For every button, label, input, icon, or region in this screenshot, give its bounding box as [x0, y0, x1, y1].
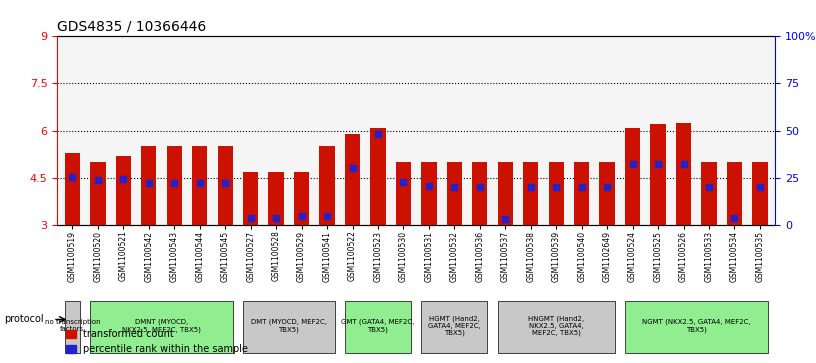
Text: NGMT (NKX2.5, GATA4, MEF2C,
TBX5): NGMT (NKX2.5, GATA4, MEF2C, TBX5)	[642, 319, 751, 333]
Bar	[192, 146, 207, 225]
Bar	[218, 146, 233, 225]
FancyBboxPatch shape	[421, 301, 487, 353]
Bar	[319, 146, 335, 225]
Bar	[345, 134, 360, 225]
Bar	[727, 162, 742, 225]
FancyBboxPatch shape	[625, 301, 768, 353]
Bar	[64, 153, 80, 225]
Bar	[625, 127, 641, 225]
Bar	[523, 162, 539, 225]
Text: GDS4835 / 10366446: GDS4835 / 10366446	[57, 20, 206, 34]
Bar	[91, 162, 105, 225]
Bar	[268, 172, 284, 225]
Bar	[498, 162, 513, 225]
Bar	[396, 162, 411, 225]
Bar	[676, 123, 691, 225]
Bar	[548, 162, 564, 225]
Bar	[421, 162, 437, 225]
Bar	[650, 125, 666, 225]
Text: DMT (MYOCD, MEF2C,
TBX5): DMT (MYOCD, MEF2C, TBX5)	[251, 319, 327, 333]
Text: protocol: protocol	[4, 314, 44, 325]
Bar	[752, 162, 768, 225]
FancyBboxPatch shape	[243, 301, 335, 353]
Bar	[702, 162, 716, 225]
Text: HGMT (Hand2,
GATA4, MEF2C,
TBX5): HGMT (Hand2, GATA4, MEF2C, TBX5)	[428, 315, 481, 336]
Bar	[116, 156, 131, 225]
Bar	[166, 146, 182, 225]
FancyBboxPatch shape	[498, 301, 614, 353]
Bar	[141, 146, 157, 225]
Bar	[472, 162, 487, 225]
Bar	[243, 172, 259, 225]
Bar	[446, 162, 462, 225]
FancyBboxPatch shape	[345, 301, 411, 353]
Bar	[574, 162, 589, 225]
Bar	[370, 127, 386, 225]
Legend: transformed count, percentile rank within the sample: transformed count, percentile rank withi…	[62, 326, 252, 358]
Text: DMNT (MYOCD,
NKX2.5, MEF2C, TBX5): DMNT (MYOCD, NKX2.5, MEF2C, TBX5)	[122, 319, 201, 333]
Text: HNGMT (Hand2,
NKX2.5, GATA4,
MEF2C, TBX5): HNGMT (Hand2, NKX2.5, GATA4, MEF2C, TBX5…	[528, 315, 584, 336]
Bar	[600, 162, 614, 225]
FancyBboxPatch shape	[91, 301, 233, 353]
Text: no transcription
factors: no transcription factors	[45, 319, 100, 332]
FancyBboxPatch shape	[64, 301, 80, 353]
Bar	[294, 172, 309, 225]
Text: GMT (GATA4, MEF2C,
TBX5): GMT (GATA4, MEF2C, TBX5)	[341, 319, 415, 333]
